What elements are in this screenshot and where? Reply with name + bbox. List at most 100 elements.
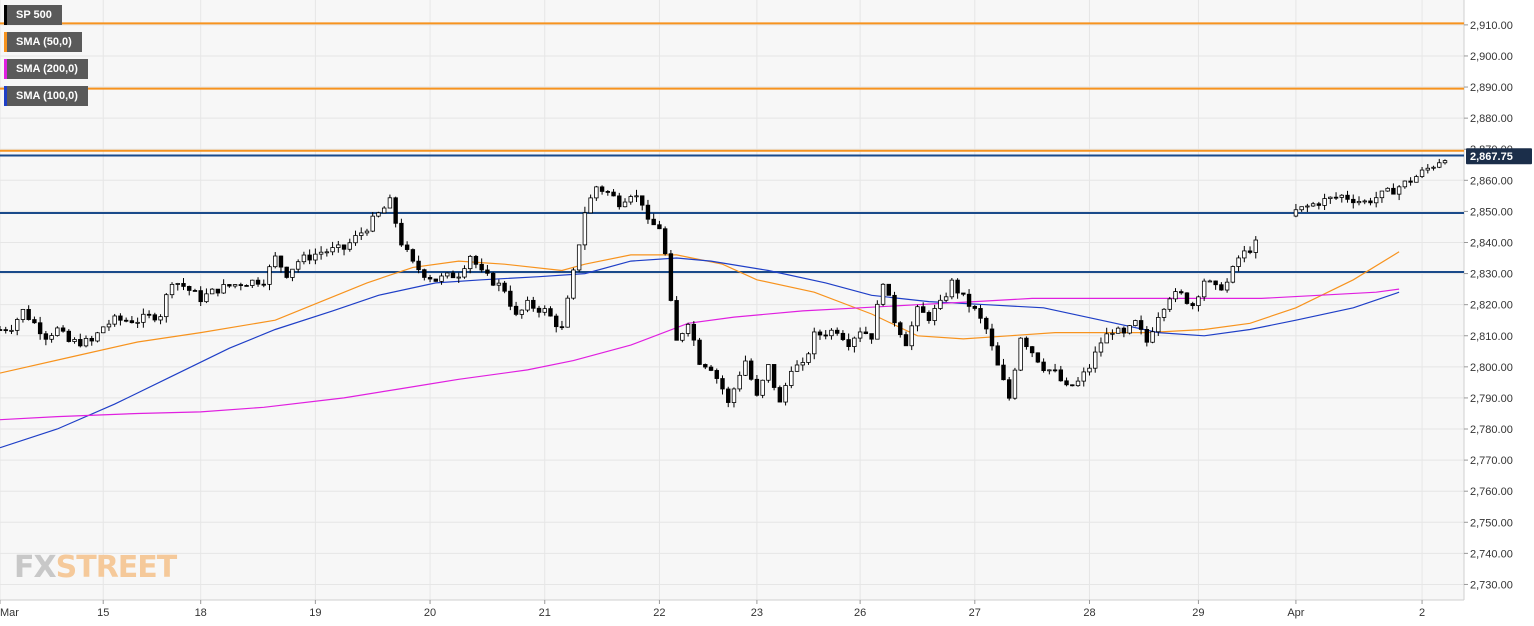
y-tick-label: 2,830.00 — [1470, 269, 1513, 281]
candle-body — [60, 327, 66, 332]
candle-body — [582, 212, 588, 246]
x-tick-label: 29 — [1192, 607, 1204, 619]
candle-body — [903, 334, 909, 347]
legend-item-sma100[interactable]: SMA (100,0) — [4, 86, 88, 106]
candle-body — [427, 277, 433, 280]
candle-body — [1322, 198, 1327, 206]
candle-body — [617, 195, 622, 208]
candle-body — [932, 308, 937, 321]
candle-body — [433, 278, 438, 282]
candle-body — [1093, 351, 1098, 369]
x-tick-label: 15 — [97, 607, 109, 619]
candle-body — [1196, 296, 1201, 307]
candle-body — [743, 360, 748, 376]
candle-body — [783, 385, 788, 403]
candle-body — [32, 319, 37, 324]
candle-body — [628, 196, 633, 203]
candle-body — [708, 366, 714, 371]
candle-body — [244, 285, 249, 287]
candle-body — [565, 297, 570, 328]
candle-body — [1419, 169, 1425, 177]
candle-body — [1333, 196, 1339, 199]
candle-body — [146, 313, 152, 316]
y-tick-label: 2,740.00 — [1470, 548, 1513, 560]
x-tick-label: 2 — [1419, 607, 1425, 619]
candle-body — [737, 374, 742, 390]
candle-body — [680, 333, 685, 341]
candle-body — [880, 283, 886, 305]
candle-body — [812, 331, 817, 355]
candle-body — [26, 309, 31, 320]
candle-body — [1104, 333, 1109, 344]
candle-body — [439, 275, 444, 282]
candle-body — [227, 284, 232, 287]
candle-body — [467, 255, 473, 270]
candle-body — [1047, 369, 1052, 372]
candle-body — [657, 224, 662, 230]
candle-body — [898, 322, 903, 336]
candle-body — [548, 308, 553, 317]
candle-body — [473, 255, 479, 265]
candle-body — [1351, 198, 1356, 204]
legend-item-sp500[interactable]: SP 500 — [4, 5, 62, 25]
candle-body — [668, 253, 674, 301]
candle-body — [794, 364, 800, 372]
candle-body — [886, 283, 891, 296]
candle-body — [422, 269, 427, 278]
x-tick-label: 27 — [969, 607, 981, 619]
candle-body — [1150, 331, 1155, 343]
candle-body — [863, 331, 869, 335]
candle-body — [938, 299, 943, 309]
candle-body — [341, 244, 347, 250]
candle-body — [1425, 167, 1430, 171]
candle-body — [485, 269, 490, 274]
candle-body — [645, 204, 651, 220]
candle-body — [789, 370, 794, 386]
y-tick-label: 2,760.00 — [1470, 486, 1513, 498]
candle-body — [611, 191, 616, 197]
candle-body — [1024, 337, 1029, 348]
x-tick-label: 20 — [424, 607, 436, 619]
candle-body — [662, 228, 668, 255]
candle-body — [1247, 250, 1253, 253]
candle-body — [1018, 337, 1023, 371]
candle-body — [1081, 371, 1086, 382]
candle-body — [1035, 352, 1041, 363]
legend-item-sma200[interactable]: SMA (200,0) — [4, 59, 88, 79]
legend-item-sma50[interactable]: SMA (50,0) — [4, 32, 82, 52]
candle-body — [571, 269, 576, 299]
candle-body — [381, 207, 387, 214]
candle-body — [502, 282, 507, 292]
candle-body — [531, 299, 536, 309]
current-price-label: 2,867.75 — [1470, 151, 1513, 163]
candle-body — [1339, 194, 1344, 198]
candle-body — [846, 339, 851, 347]
y-tick-label: 2,840.00 — [1470, 237, 1513, 249]
x-tick-label: Mar — [0, 607, 19, 619]
fxstreet-logo: FXSTREET — [14, 550, 178, 585]
candle-body — [771, 364, 777, 388]
candle-body — [1345, 194, 1350, 200]
candle-body — [599, 186, 605, 192]
candle-body — [479, 263, 484, 271]
candle-body — [1362, 200, 1367, 203]
candle-body — [313, 253, 318, 261]
candle-body — [364, 230, 370, 234]
x-tick-label: 23 — [751, 607, 763, 619]
candle-body — [490, 272, 496, 286]
candle-body — [869, 333, 874, 340]
candle-body — [536, 307, 542, 313]
plot-background — [0, 0, 1464, 600]
logo-street: STREET — [55, 550, 178, 585]
candle-body — [1328, 196, 1333, 199]
candle-body — [95, 332, 100, 342]
candle-body — [55, 327, 60, 336]
candle-body — [445, 272, 450, 277]
candle-body — [192, 290, 198, 292]
sma-line — [0, 257, 1400, 449]
candle-body — [1373, 197, 1379, 204]
x-tick-label: Apr — [1287, 607, 1304, 619]
candle-body — [284, 266, 289, 278]
candle-body — [978, 308, 983, 319]
candle-body — [720, 378, 725, 390]
